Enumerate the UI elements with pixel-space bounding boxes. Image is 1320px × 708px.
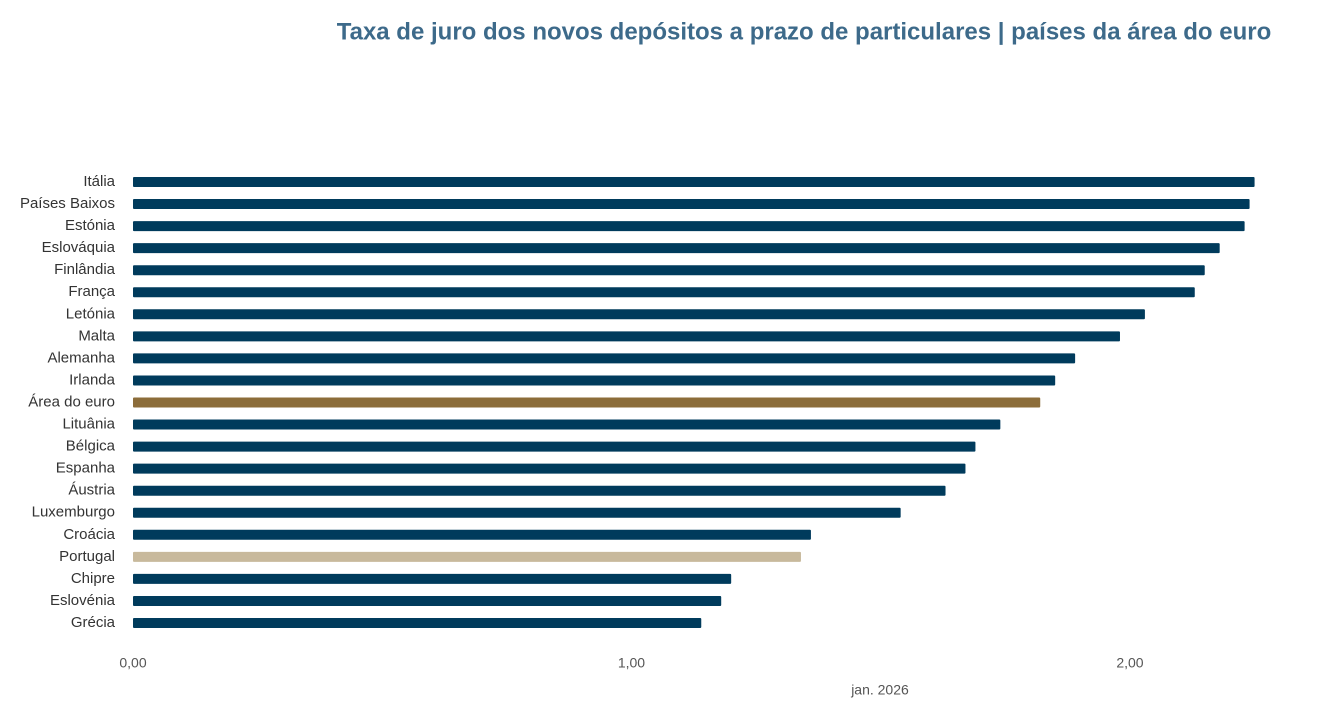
y-tick-label: Estónia [65, 217, 116, 234]
chart-title: Taxa de juro dos novos depósitos a prazo… [337, 18, 1272, 45]
bar [133, 375, 1056, 386]
bar [133, 507, 901, 518]
bar [133, 397, 1041, 408]
y-tick-label: Áustria [68, 482, 115, 499]
y-tick-label: Letónia [66, 305, 116, 322]
y-tick-label: Irlanda [69, 371, 116, 388]
bar [133, 441, 976, 452]
bar [133, 265, 1205, 276]
y-tick-label: Finlândia [54, 261, 116, 278]
bar [133, 419, 1001, 430]
y-tick-label: França [68, 283, 115, 300]
y-tick-label: Malta [78, 327, 115, 344]
y-tick-label: Croácia [63, 526, 115, 543]
y-tick-label: Grécia [71, 614, 116, 631]
y-tick-label: Países Baixos [20, 195, 115, 212]
y-tick-label: Eslovénia [50, 592, 116, 609]
bar [133, 309, 1145, 320]
bar [133, 353, 1076, 364]
y-tick-label: Alemanha [47, 349, 115, 366]
bar [133, 573, 732, 584]
y-tick-label: Eslováquia [42, 239, 116, 256]
bar [133, 243, 1220, 254]
bar [133, 618, 702, 628]
y-tick-label: Chipre [71, 570, 115, 587]
bar [133, 529, 811, 540]
x-axis-label: jan. 2026 [850, 682, 909, 698]
y-tick-label: Luxemburgo [32, 504, 115, 521]
y-tick-label: Área do euro [28, 393, 115, 410]
y-tick-label: Espanha [56, 460, 116, 477]
bar [133, 221, 1245, 232]
x-tick-label: 1,00 [618, 655, 645, 671]
bar [133, 177, 1255, 187]
bar [133, 199, 1250, 210]
bar [133, 595, 722, 606]
y-tick-label: Itália [83, 173, 115, 190]
bar [133, 485, 946, 496]
bar [133, 287, 1195, 298]
x-tick-label: 0,00 [119, 655, 146, 671]
bar [133, 331, 1120, 342]
y-tick-label: Bélgica [66, 438, 116, 455]
bar [133, 463, 966, 474]
x-tick-label: 2,00 [1116, 655, 1143, 671]
y-tick-label: Portugal [59, 548, 115, 565]
bar [133, 551, 801, 562]
y-tick-label: Lituânia [62, 416, 115, 433]
